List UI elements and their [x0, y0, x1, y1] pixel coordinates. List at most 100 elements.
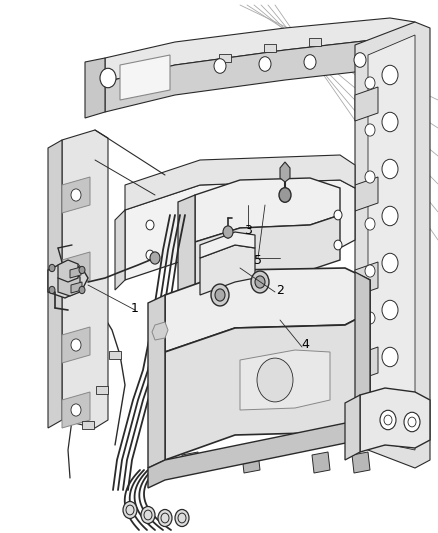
Circle shape [365, 124, 375, 136]
Circle shape [365, 218, 375, 230]
Polygon shape [58, 273, 80, 296]
Polygon shape [148, 418, 385, 488]
Polygon shape [152, 322, 168, 340]
Circle shape [141, 506, 155, 523]
Circle shape [150, 252, 160, 264]
Polygon shape [312, 452, 330, 473]
Polygon shape [178, 195, 195, 295]
Polygon shape [280, 162, 290, 182]
Polygon shape [58, 260, 78, 282]
Polygon shape [352, 452, 370, 473]
Text: 1: 1 [131, 302, 139, 314]
Text: 3: 3 [244, 223, 252, 237]
Circle shape [334, 210, 342, 220]
Circle shape [49, 264, 55, 272]
Bar [309, 38, 321, 46]
Polygon shape [355, 177, 378, 211]
Circle shape [214, 59, 226, 74]
Circle shape [71, 404, 81, 416]
Polygon shape [62, 392, 90, 428]
Circle shape [223, 226, 233, 238]
Circle shape [123, 502, 137, 519]
Circle shape [79, 266, 85, 273]
Circle shape [365, 171, 375, 183]
Polygon shape [195, 215, 340, 288]
Polygon shape [360, 388, 430, 452]
Polygon shape [71, 282, 82, 293]
Circle shape [281, 170, 289, 180]
Polygon shape [195, 178, 340, 242]
Circle shape [175, 510, 189, 527]
Polygon shape [355, 347, 378, 381]
Circle shape [365, 77, 375, 89]
Circle shape [382, 112, 398, 132]
Circle shape [382, 159, 398, 179]
Polygon shape [120, 55, 170, 100]
Polygon shape [200, 245, 255, 295]
Polygon shape [355, 87, 378, 121]
Circle shape [365, 312, 375, 324]
Polygon shape [148, 295, 165, 468]
Polygon shape [62, 177, 90, 213]
Circle shape [334, 240, 342, 250]
Polygon shape [115, 210, 125, 290]
Polygon shape [105, 38, 415, 112]
Circle shape [100, 68, 116, 88]
Polygon shape [368, 35, 415, 450]
Circle shape [251, 271, 269, 293]
Polygon shape [355, 262, 378, 296]
Bar [109, 351, 121, 359]
Text: 4: 4 [301, 338, 309, 351]
Polygon shape [62, 327, 90, 363]
Circle shape [380, 410, 396, 430]
Circle shape [382, 253, 398, 273]
Polygon shape [242, 452, 260, 473]
Polygon shape [355, 22, 430, 468]
Circle shape [71, 264, 81, 276]
Circle shape [279, 188, 291, 203]
Circle shape [146, 250, 154, 260]
Polygon shape [85, 58, 105, 118]
Circle shape [354, 53, 366, 67]
Polygon shape [182, 452, 200, 473]
Circle shape [215, 289, 225, 301]
Circle shape [49, 286, 55, 294]
Circle shape [146, 220, 154, 230]
Polygon shape [345, 395, 360, 460]
Circle shape [255, 276, 265, 288]
Polygon shape [165, 312, 370, 460]
Circle shape [79, 286, 85, 294]
Polygon shape [125, 180, 355, 280]
Circle shape [382, 206, 398, 226]
Circle shape [382, 65, 398, 85]
Circle shape [404, 412, 420, 432]
Circle shape [382, 348, 398, 367]
Circle shape [259, 56, 271, 71]
Circle shape [211, 284, 229, 306]
Text: 5: 5 [254, 254, 262, 266]
Circle shape [257, 358, 293, 402]
Bar [264, 44, 276, 52]
Text: 2: 2 [276, 284, 284, 296]
Circle shape [71, 189, 81, 201]
Bar [82, 421, 94, 429]
Polygon shape [105, 18, 415, 82]
Circle shape [365, 265, 375, 277]
Polygon shape [48, 140, 62, 428]
Polygon shape [70, 267, 81, 278]
Bar [96, 386, 108, 394]
Polygon shape [355, 272, 370, 428]
Circle shape [382, 300, 398, 320]
Circle shape [158, 510, 172, 527]
Polygon shape [200, 232, 255, 258]
Polygon shape [240, 350, 330, 410]
Polygon shape [62, 130, 108, 428]
Polygon shape [125, 155, 355, 210]
Polygon shape [62, 252, 90, 288]
Circle shape [382, 394, 398, 414]
Bar [219, 54, 231, 62]
Polygon shape [165, 268, 370, 352]
Circle shape [71, 339, 81, 351]
Polygon shape [48, 262, 88, 298]
Circle shape [304, 55, 316, 69]
